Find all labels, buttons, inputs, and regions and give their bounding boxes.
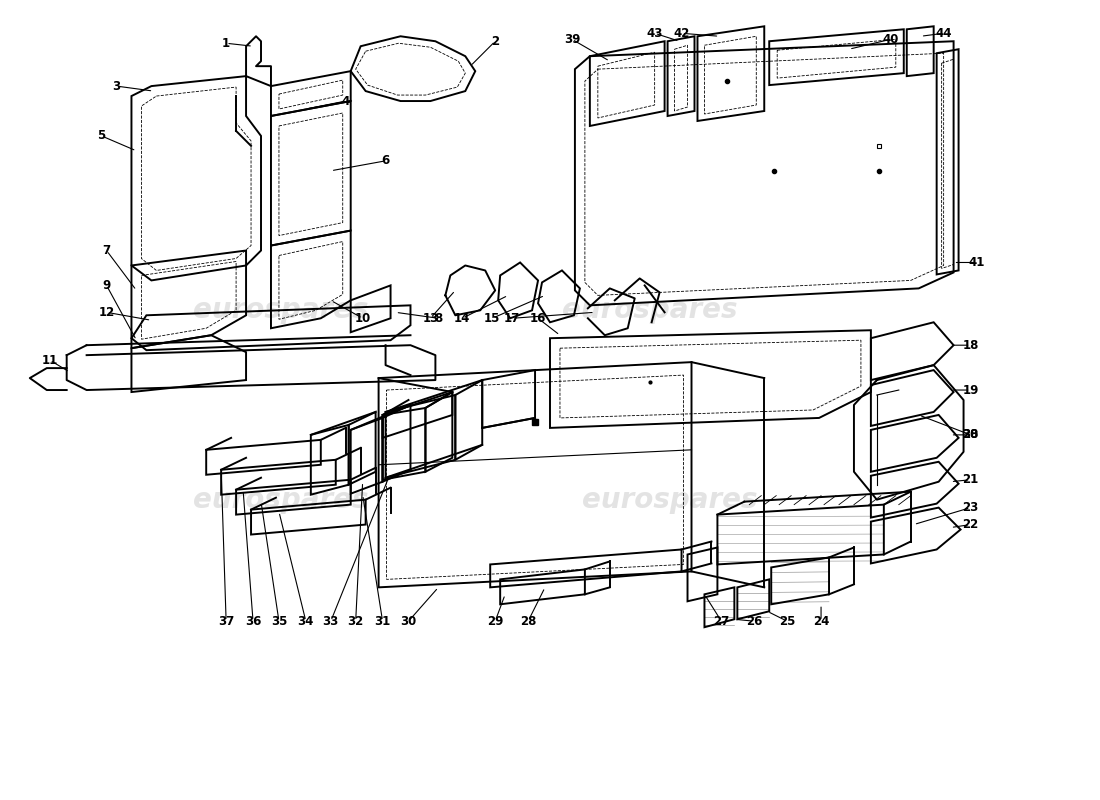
Text: 31: 31 [374, 614, 390, 628]
Text: 26: 26 [746, 614, 762, 628]
Text: 14: 14 [454, 312, 471, 325]
Text: 2: 2 [491, 34, 499, 48]
Text: 11: 11 [42, 354, 58, 366]
Text: 35: 35 [271, 614, 287, 628]
Text: 25: 25 [779, 614, 795, 628]
Text: 17: 17 [504, 312, 520, 325]
Text: 33: 33 [322, 614, 339, 628]
Text: 15: 15 [484, 312, 500, 325]
Text: 13: 13 [422, 312, 439, 325]
Text: 23: 23 [962, 501, 979, 514]
Text: 1: 1 [222, 37, 230, 50]
Text: 5: 5 [98, 130, 106, 142]
Text: 18: 18 [962, 338, 979, 352]
Text: 36: 36 [245, 614, 261, 628]
Text: 40: 40 [882, 33, 899, 46]
Text: 8: 8 [434, 312, 442, 325]
Text: eurospares: eurospares [194, 296, 368, 324]
Text: 39: 39 [563, 33, 580, 46]
Text: 38: 38 [962, 428, 979, 442]
Text: 10: 10 [354, 312, 371, 325]
Text: 3: 3 [112, 79, 121, 93]
Text: 43: 43 [647, 26, 663, 40]
Text: 44: 44 [935, 26, 952, 40]
Text: 34: 34 [298, 614, 314, 628]
Text: 16: 16 [530, 312, 547, 325]
Text: 12: 12 [98, 306, 114, 319]
Text: 22: 22 [962, 518, 979, 531]
Text: 32: 32 [348, 614, 364, 628]
Text: 7: 7 [102, 244, 111, 257]
Text: 9: 9 [102, 279, 111, 292]
Text: eurospares: eurospares [582, 486, 757, 514]
Text: 42: 42 [673, 26, 690, 40]
Text: eurospares: eurospares [562, 296, 737, 324]
Text: 24: 24 [813, 614, 829, 628]
Text: 27: 27 [713, 614, 729, 628]
Text: 21: 21 [962, 474, 979, 486]
Text: 29: 29 [487, 614, 504, 628]
Text: 20: 20 [962, 428, 979, 442]
Text: 4: 4 [342, 94, 350, 107]
Text: 6: 6 [382, 154, 389, 167]
Text: 19: 19 [962, 383, 979, 397]
Text: 28: 28 [520, 614, 537, 628]
Text: eurospares: eurospares [194, 486, 368, 514]
Text: 30: 30 [400, 614, 417, 628]
Text: 41: 41 [968, 256, 984, 269]
Text: 37: 37 [218, 614, 234, 628]
